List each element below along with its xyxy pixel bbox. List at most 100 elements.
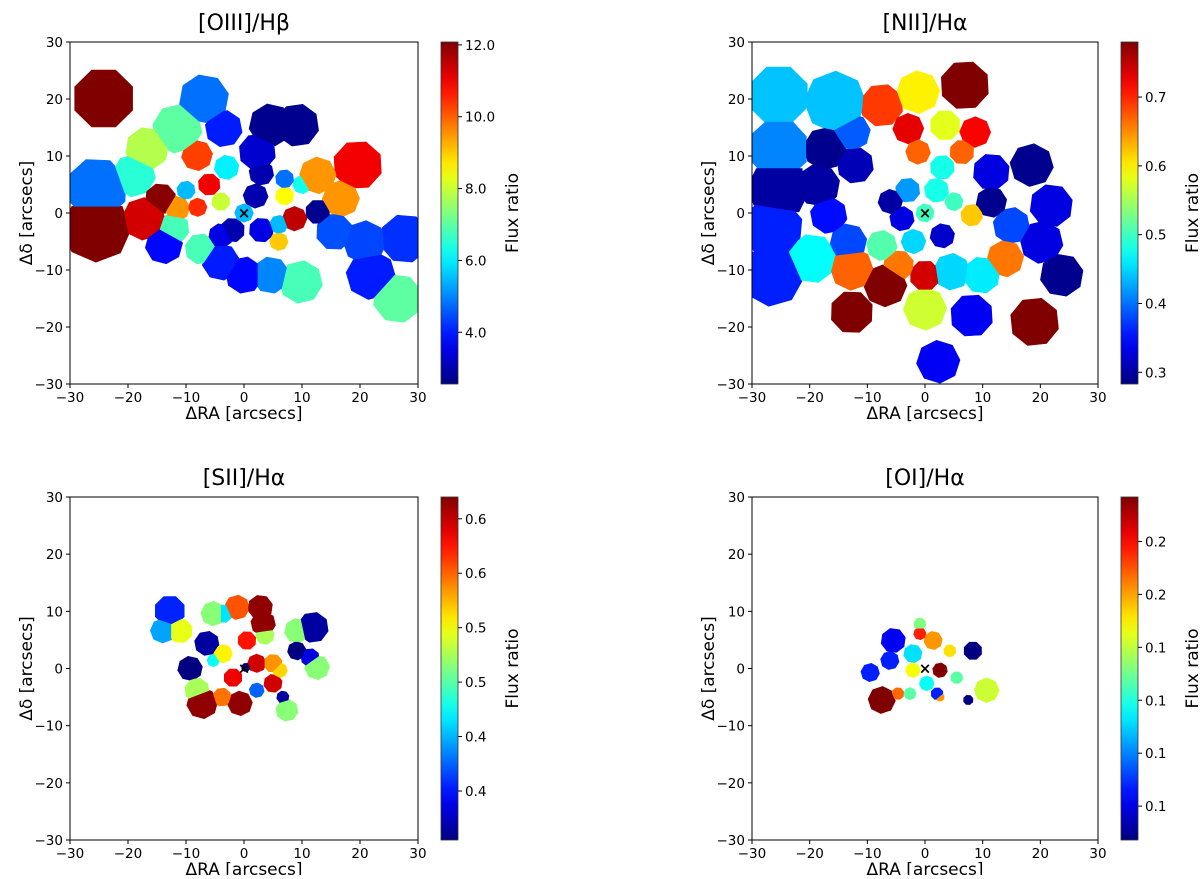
colorbar-tick-label: 0.6 xyxy=(465,566,486,582)
x-tick-label: 30 xyxy=(409,390,426,406)
bin-cell xyxy=(902,288,948,331)
x-tick-label: 10 xyxy=(974,390,991,406)
center-marker: × xyxy=(919,660,932,678)
bin-cell xyxy=(276,690,290,703)
bin-cell xyxy=(321,180,360,217)
x-tick-label: 0 xyxy=(921,846,930,862)
bin-cell xyxy=(860,662,880,683)
bin-cell xyxy=(292,175,310,195)
bin-cell xyxy=(752,204,803,253)
panel-title: [SII]/Hα xyxy=(203,466,286,491)
x-axis-label: ΔRA [arcsecs] xyxy=(186,404,303,424)
bin-cell xyxy=(867,686,896,714)
bin-cell xyxy=(275,699,299,722)
colorbar-tick-label: 0.5 xyxy=(1145,228,1166,244)
bin-cell xyxy=(924,178,949,203)
colorbar-tick-label: 0.6 xyxy=(1145,159,1166,175)
x-tick-label: −10 xyxy=(172,846,201,862)
y-tick-label: 10 xyxy=(728,604,745,620)
bin-cell xyxy=(248,164,275,186)
colorbar xyxy=(1120,41,1139,385)
bin-cell xyxy=(866,229,898,262)
colorbar-tick-label: 0.1 xyxy=(1145,799,1166,815)
bin-cell xyxy=(929,223,955,249)
bin-cell xyxy=(895,178,921,203)
bin-cell xyxy=(915,203,935,223)
bin-cell xyxy=(891,687,905,700)
colorbar-tick-label: 0.1 xyxy=(1145,640,1166,656)
bin-cell xyxy=(943,644,957,658)
bin-cell xyxy=(973,154,1010,189)
bin-cell xyxy=(905,139,931,165)
center-marker: × xyxy=(238,660,251,678)
bin-cell xyxy=(176,180,196,200)
bin-cell xyxy=(194,630,220,656)
bin-cell xyxy=(810,197,848,234)
y-tick-label: −20 xyxy=(717,776,746,792)
bin-cell xyxy=(74,69,133,128)
colorbar-label: Flux ratio xyxy=(1183,629,1200,709)
x-tick-label: 20 xyxy=(351,390,368,406)
y-tick-label: −30 xyxy=(717,833,746,849)
bin-cell xyxy=(896,70,941,114)
x-tick-label: −20 xyxy=(114,846,143,862)
bin-cell xyxy=(282,206,308,232)
x-tick-label: 10 xyxy=(293,846,310,862)
bin-cell xyxy=(250,613,276,634)
colorbar-tick-label: 0.1 xyxy=(1145,693,1166,709)
colorbar-tick-label: 0.1 xyxy=(1145,746,1166,762)
bin-cell xyxy=(248,682,265,698)
bin-cell xyxy=(950,294,993,337)
x-tick-label: −10 xyxy=(172,390,201,406)
bin-cell xyxy=(242,183,269,209)
panel-title: [OIII]/Hβ xyxy=(198,11,290,36)
center-marker: × xyxy=(238,204,251,222)
y-tick-label: 10 xyxy=(728,149,745,165)
colorbar-tick-label: 6.0 xyxy=(465,253,486,269)
bin-cell xyxy=(1040,254,1084,297)
x-tick-label: 20 xyxy=(351,846,368,862)
y-tick-label: 0 xyxy=(736,206,745,222)
bin-cell xyxy=(965,256,1000,294)
bin-cell xyxy=(299,156,337,195)
colorbar-tick-label: 0.6 xyxy=(465,512,486,528)
y-tick-label: 10 xyxy=(46,604,63,620)
bin-cell xyxy=(916,339,961,384)
bin-cell xyxy=(831,251,874,291)
bin-cell xyxy=(963,694,974,705)
bin-cell xyxy=(125,127,168,169)
bin-cell xyxy=(239,134,276,169)
y-tick-label: 10 xyxy=(46,149,63,165)
x-axis-label: ΔRA [arcsecs] xyxy=(186,860,303,875)
bin-cell xyxy=(1010,297,1059,346)
bin-cell xyxy=(975,188,1008,218)
x-tick-label: 10 xyxy=(974,846,991,862)
bin-cell xyxy=(802,164,840,206)
y-tick-label: −20 xyxy=(717,320,746,336)
x-tick-label: 0 xyxy=(921,390,930,406)
y-tick-label: 0 xyxy=(54,662,63,678)
bin-cell xyxy=(155,596,185,625)
bin-cell xyxy=(198,173,221,196)
bin-cell xyxy=(281,260,323,304)
y-tick-label: −10 xyxy=(35,719,64,735)
bin-cell xyxy=(910,261,939,290)
panel-2: × −30 −20 −10 0 10 20 30 −30 −20 −10 0 10 20 30 [NII]/H… xyxy=(699,11,1200,424)
bin-cell xyxy=(275,169,294,188)
bin-cell xyxy=(184,677,210,699)
colorbar-tick-label: 0.4 xyxy=(465,784,486,800)
y-tick-label: −30 xyxy=(717,377,746,393)
bin-cell xyxy=(930,155,955,180)
bin-cell xyxy=(944,192,964,212)
y-tick-label: −20 xyxy=(35,320,64,336)
x-tick-label: 10 xyxy=(293,390,310,406)
bin-cell xyxy=(301,648,320,666)
y-tick-label: 30 xyxy=(46,490,63,506)
y-axis-label: Δδ [arcsecs] xyxy=(699,616,719,721)
bin-cell xyxy=(177,655,203,681)
bin-cell xyxy=(913,628,927,641)
bin-cell xyxy=(861,84,903,127)
x-tick-label: −20 xyxy=(795,846,824,862)
colorbar-tick-label: 0.5 xyxy=(465,675,486,691)
colorbar-tick-label: 0.4 xyxy=(1145,296,1166,312)
